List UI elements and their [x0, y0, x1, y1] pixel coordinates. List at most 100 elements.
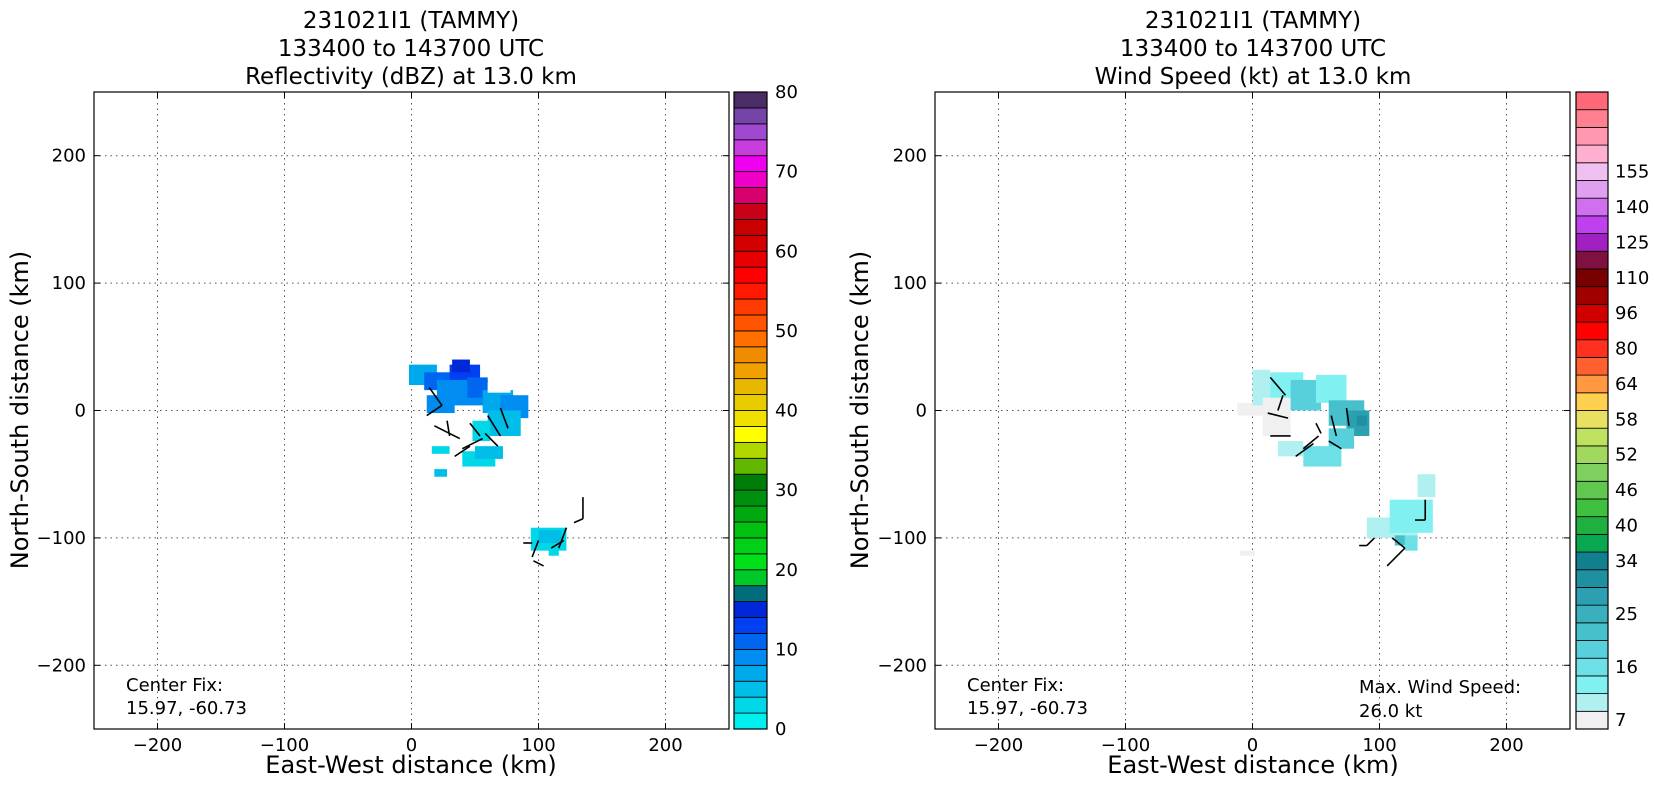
colorbar-segment — [733, 585, 768, 602]
wind-speed-field — [1237, 369, 1436, 567]
colorbar-tick-label: 80 — [775, 82, 798, 103]
colorbar-segment — [733, 298, 768, 316]
wind-center-fix-value: 15.97, -60.73 — [967, 698, 1088, 719]
colorbar-segment — [733, 441, 768, 459]
wind-barb — [1345, 407, 1350, 426]
colorbar-segment — [733, 234, 768, 252]
colorbar-frame — [1575, 91, 1609, 730]
colorbar-tick-label: 34 — [1615, 551, 1638, 572]
wind-barb — [533, 560, 544, 567]
y-tick-label: 100 — [893, 273, 927, 294]
reflectivity-colorbar: 0 10 20 30 40 50 60 70 80 — [733, 82, 798, 740]
wind-barb — [1366, 537, 1375, 547]
wind-speed-cell — [1237, 402, 1263, 416]
colorbar-tick-label: 25 — [1615, 604, 1638, 625]
colorbar-segment — [733, 633, 768, 650]
y-tick-label: −100 — [37, 528, 86, 549]
colorbar-tick-label: 155 — [1615, 162, 1649, 183]
wind-speed-cell — [1262, 397, 1291, 436]
wind-title-line-1: 231021I1 (TAMMY) — [1145, 8, 1361, 34]
colorbar-tick-label: 52 — [1615, 445, 1638, 466]
wind-speed-cell — [1252, 369, 1271, 406]
colorbar-segment — [1575, 126, 1609, 146]
wind-barb — [1328, 440, 1342, 450]
colorbar-tick-label: 80 — [1615, 339, 1638, 360]
colorbar-tick-label: 16 — [1615, 657, 1638, 678]
x-tick-label: −200 — [974, 735, 1023, 756]
colorbar-segment — [733, 346, 768, 364]
colorbar-segment — [1575, 91, 1609, 111]
colorbar-segment — [1575, 321, 1609, 341]
wind-barb — [1267, 412, 1289, 419]
colorbar-segment — [733, 218, 768, 236]
reflectivity-cell — [487, 382, 511, 393]
reflectivity-echo-field — [408, 359, 584, 567]
reflectivity-plot-frame — [93, 91, 730, 730]
colorbar-tick-label: 125 — [1615, 232, 1649, 253]
x-tick-label: 100 — [521, 735, 555, 756]
wind-speed-cell — [1239, 550, 1256, 556]
colorbar-segment — [1575, 516, 1609, 535]
y-tick-label: −200 — [37, 655, 86, 676]
colorbar-frame — [733, 91, 768, 730]
wind-barb — [573, 518, 584, 524]
x-tick-label: 0 — [406, 735, 417, 756]
colorbar-tick-label: 60 — [775, 241, 798, 262]
colorbar-segment — [733, 696, 768, 714]
colorbar-segment — [733, 378, 768, 395]
colorbar-segment — [733, 139, 768, 157]
colorbar-segment — [1575, 215, 1609, 234]
colorbar-tick-label: 30 — [775, 480, 798, 501]
colorbar-segment — [1575, 268, 1609, 288]
y-tick-label: 100 — [52, 273, 86, 294]
colorbar-segment — [733, 521, 768, 539]
reflectivity-cell — [548, 548, 559, 556]
wind-barb — [1269, 376, 1287, 396]
colorbar-tick-label: 40 — [775, 401, 798, 422]
colorbar-segment — [733, 91, 768, 109]
colorbar-segment — [733, 330, 768, 348]
reflectivity-center-fix-label: Center Fix: — [126, 675, 223, 696]
wind-speed-cell — [1316, 374, 1347, 403]
colorbar-segment — [1575, 710, 1609, 730]
wind-speed-panel: 231021I1 (TAMMY) 133400 to 143700 UTC Wi… — [846, 8, 1649, 779]
wind-barb — [454, 445, 471, 458]
colorbar-segment — [1575, 480, 1609, 500]
colorbar-tick-label: 96 — [1615, 303, 1638, 324]
reflectivity-grid — [94, 92, 729, 729]
reflectivity-panel: 231021I1 (TAMMY) 133400 to 143700 UTC Re… — [6, 8, 798, 779]
reflectivity-ylabel: North-South distance (km) — [6, 251, 34, 570]
wind-barb — [1277, 394, 1284, 411]
colorbar-segment — [1575, 197, 1609, 217]
wind-ylabel: North-South distance (km) — [846, 251, 874, 570]
colorbar-segment — [733, 203, 768, 220]
colorbar-segment — [1575, 498, 1609, 518]
colorbar-segment — [733, 362, 768, 380]
wind-speed-cell — [1328, 428, 1355, 449]
colorbar-segment — [1575, 427, 1609, 447]
colorbar-segment — [1575, 162, 1609, 181]
colorbar-segment — [1575, 533, 1609, 553]
wind-barb — [558, 527, 568, 549]
colorbar-segment — [733, 553, 768, 571]
colorbar-segment — [1575, 233, 1609, 252]
reflectivity-cell — [452, 359, 470, 373]
reflectivity-title-line-3: Reflectivity (dBZ) at 13.0 km — [245, 64, 577, 90]
colorbar-segment — [733, 266, 768, 284]
max-wind-speed-label: Max. Wind Speed: — [1359, 677, 1521, 698]
colorbar-segment — [733, 680, 768, 698]
colorbar-segment — [733, 426, 768, 443]
wind-barb — [1391, 537, 1406, 549]
wind-barb — [1330, 415, 1338, 437]
reflectivity-cell — [475, 446, 503, 459]
colorbar-segment — [733, 410, 768, 427]
colorbar-segment — [1575, 445, 1609, 464]
colorbar-segment — [1575, 675, 1609, 695]
colorbar-segment — [1575, 250, 1609, 270]
colorbar-segment — [733, 617, 768, 634]
x-tick-label: 200 — [648, 735, 682, 756]
colorbar-segment — [1575, 109, 1609, 128]
wind-speed-cell — [1404, 535, 1418, 551]
colorbar-segment — [1575, 622, 1609, 641]
